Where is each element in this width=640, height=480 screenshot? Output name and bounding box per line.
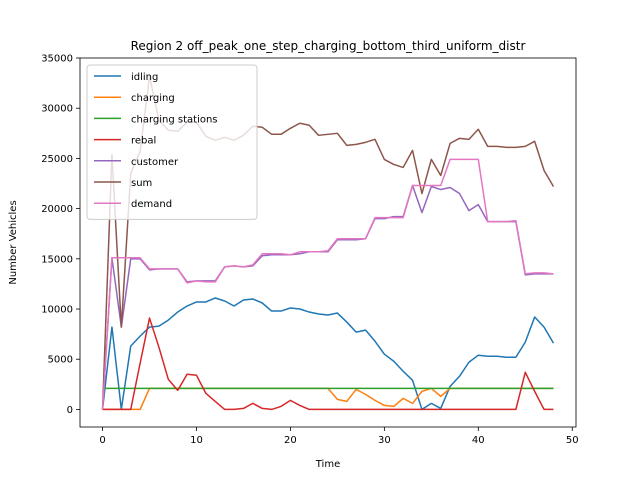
y-tick-label: 10000 (41, 305, 73, 316)
plot-frame (79, 57, 577, 428)
legend-label: rebal (131, 136, 156, 147)
legend-label: customer (131, 157, 179, 168)
x-tick-label: 0 (99, 435, 105, 446)
legend: idling charging charging stations rebal cust… (86, 64, 258, 220)
legend-label: sum (131, 178, 152, 189)
series-layer (101, 75, 555, 411)
x-tick-label: 40 (472, 435, 485, 446)
x-tick-label: 20 (284, 435, 297, 446)
y-axis-label: Number Vehicles (8, 200, 19, 284)
legend-label: charging stations (131, 114, 218, 125)
x-tick-label: 50 (566, 435, 579, 446)
x-tick-label: 30 (378, 435, 391, 446)
legend-label: charging (131, 93, 175, 104)
series-line-demand (101, 158, 554, 410)
y-tick-label: 25000 (41, 154, 73, 165)
series-line-rebal (102, 317, 554, 411)
legend-box (86, 64, 258, 220)
y-tick-label: 20000 (41, 204, 73, 215)
chart-title: Region 2 off_peak_one_step_charging_bott… (131, 39, 526, 53)
y-tick-label: 0 (67, 405, 73, 416)
axes-layer: 0 10 20 30 40 50 0 5000 10000 15000 20000 25000 3000… (41, 54, 578, 447)
y-tick-label: 15000 (41, 254, 73, 265)
series-line-idling (101, 297, 555, 411)
y-tick-label: 30000 (41, 104, 73, 115)
y-tick-label: 5000 (48, 355, 73, 366)
x-axis-label: Time (315, 459, 340, 470)
legend-label: demand (131, 199, 172, 210)
legend-label: idling (131, 72, 158, 83)
x-tick-label: 10 (190, 435, 203, 446)
y-tick-label: 35000 (41, 54, 73, 65)
